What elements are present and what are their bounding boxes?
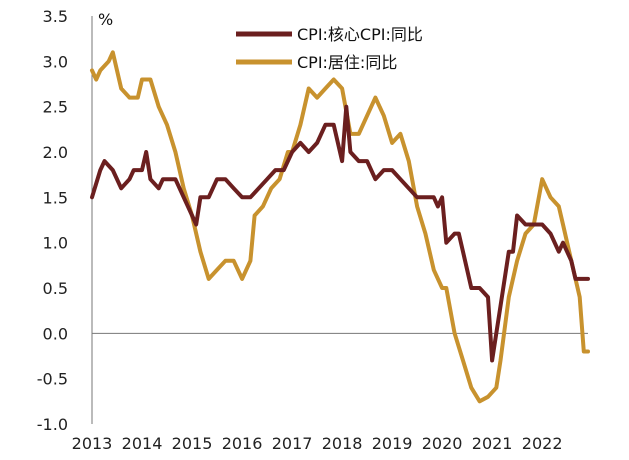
y-unit-label: % <box>98 10 113 29</box>
y-tick-label: -0.5 <box>37 370 68 389</box>
x-tick-label: 2015 <box>172 434 213 453</box>
y-tick-label: 2.0 <box>43 143 68 162</box>
y-tick-label: 3.5 <box>43 7 68 26</box>
y-tick-label: 0.0 <box>43 324 68 343</box>
x-tick-label: 2022 <box>522 434 563 453</box>
x-tick-label: 2021 <box>472 434 513 453</box>
y-tick-labels: 3.5 3.0 2.5 2.0 1.5 1.0 0.5 0.0 -0.5 -1.0 <box>37 7 68 434</box>
x-tick-labels: 2013 2014 2015 2016 2017 2018 2019 2020 2021 2022 <box>72 434 563 453</box>
y-tick-label: 1.0 <box>43 234 68 253</box>
series-line-core-cpi <box>90 104 590 363</box>
x-tick-label: 2019 <box>372 434 413 453</box>
legend-item-core-cpi: CPI:核心CPI:同比 <box>236 25 423 44</box>
x-tick-label: 2017 <box>272 434 313 453</box>
legend-label-housing-cpi: CPI:居住:同比 <box>297 53 397 72</box>
y-tick-label: 0.5 <box>43 279 68 298</box>
axes <box>91 16 588 424</box>
y-tick-label: 1.5 <box>43 188 68 207</box>
legend-label-core-cpi: CPI:核心CPI:同比 <box>297 25 423 44</box>
legend-item-housing-cpi: CPI:居住:同比 <box>236 53 397 72</box>
x-tick-label: 2020 <box>422 434 463 453</box>
x-tick-label: 2018 <box>322 434 363 453</box>
legend: CPI:核心CPI:同比 CPI:居住:同比 <box>236 25 423 72</box>
x-tick-label: 2016 <box>222 434 263 453</box>
y-tick-label: -1.0 <box>37 415 68 434</box>
series-line-housing-cpi <box>90 50 590 404</box>
x-tick-label: 2013 <box>72 434 113 453</box>
x-tick-label: 2014 <box>122 434 163 453</box>
series-layer <box>90 50 590 404</box>
y-tick-label: 3.0 <box>43 52 68 71</box>
y-tick-label: 2.5 <box>43 98 68 117</box>
